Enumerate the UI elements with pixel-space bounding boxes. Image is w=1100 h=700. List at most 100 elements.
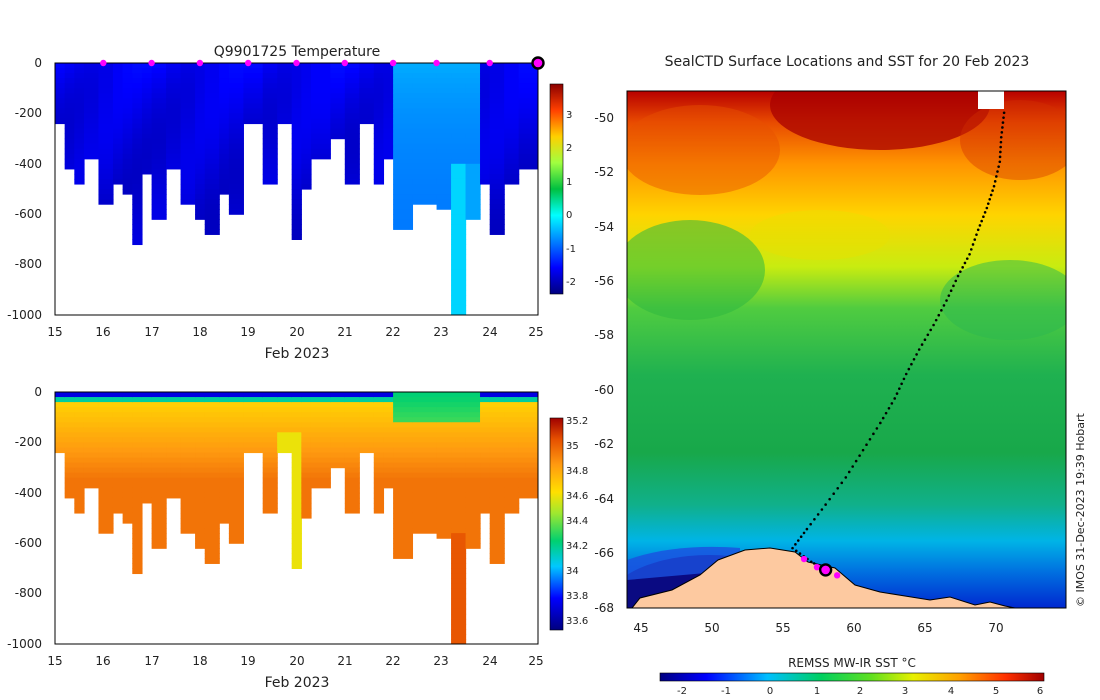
salinity-cell <box>132 447 143 454</box>
temperature-cell <box>359 108 375 114</box>
temperature-cell <box>436 83 452 89</box>
temperature-cell <box>344 168 360 175</box>
salinity-cell <box>373 487 385 494</box>
temperature-cell <box>243 98 264 104</box>
temperature-cell <box>112 133 124 140</box>
temperature-cell <box>330 103 346 109</box>
salinity-cell <box>132 518 143 524</box>
temperature-cell <box>412 158 438 165</box>
temperature-cell <box>219 128 230 135</box>
salinity-cell <box>219 397 230 403</box>
sal-xtick: 16 <box>95 654 110 668</box>
temperature-cell <box>393 148 414 155</box>
salinity-cell <box>219 422 230 428</box>
salinity-cell <box>83 432 100 438</box>
temperature-cell <box>451 98 467 104</box>
salinity-cell <box>55 447 66 454</box>
temperature-cell <box>465 108 481 114</box>
temperature-cell <box>74 158 85 165</box>
temperature-cell <box>122 63 133 69</box>
temperature-cell <box>204 173 220 180</box>
salinity-cell <box>383 452 394 459</box>
temperature-cell <box>489 199 505 205</box>
salinity-cell <box>83 417 100 423</box>
salinity-cell <box>228 397 244 403</box>
salinity-cell <box>195 533 206 539</box>
temperature-cell <box>122 128 133 135</box>
salinity-cell <box>291 492 302 499</box>
temperature-cell <box>344 153 360 160</box>
temperature-cell <box>74 108 85 114</box>
salinity-cell <box>480 397 491 403</box>
temperature-cell <box>180 148 196 155</box>
temperature-cell <box>330 88 346 94</box>
salinity-cell <box>195 543 206 549</box>
temperature-cell <box>277 88 293 94</box>
track-point <box>973 238 977 241</box>
temperature-cell <box>98 113 114 120</box>
temperature-cell <box>436 63 452 69</box>
salinity-cell <box>204 417 220 423</box>
temperature-cell <box>489 138 505 145</box>
temperature-cell <box>112 163 124 170</box>
temperature-cell <box>166 128 182 135</box>
temperature-cell <box>122 78 133 84</box>
temperature-cell <box>504 88 520 94</box>
salinity-cell <box>262 407 278 413</box>
temperature-cell <box>480 173 491 180</box>
track-point <box>947 294 951 297</box>
temperature-cell <box>219 73 230 79</box>
salinity-cell <box>64 417 75 423</box>
temperature-cell <box>412 118 438 125</box>
temperature-cell <box>74 133 85 140</box>
track-point <box>1001 121 1005 124</box>
salinity-cell <box>74 462 85 469</box>
temperature-cell <box>436 183 452 190</box>
sal-xtick: 24 <box>482 654 497 668</box>
temperature-cell <box>412 153 438 160</box>
map-profile-marker <box>813 563 821 571</box>
salinity-cell <box>228 472 244 479</box>
temperature-cell <box>204 153 220 160</box>
profile-marker <box>293 59 300 67</box>
salinity-cell <box>489 492 505 499</box>
profile-marker <box>389 59 397 67</box>
temperature-cell <box>228 183 244 190</box>
salinity-cell <box>489 402 505 408</box>
salinity-cell <box>330 447 346 454</box>
salinity-cell <box>180 417 196 423</box>
temperature-cell <box>219 88 230 94</box>
salinity-cell <box>480 392 491 398</box>
salinity-cell <box>166 452 182 459</box>
temperature-cell <box>228 138 244 145</box>
temperature-cell <box>262 158 278 165</box>
salinity-cell <box>243 422 264 428</box>
salinity-cell <box>436 432 452 438</box>
salinity-cell <box>451 548 467 554</box>
salinity-cell <box>344 442 360 449</box>
salinity-cell <box>383 437 394 443</box>
salinity-cell <box>132 462 143 469</box>
track-point <box>993 180 997 183</box>
temperature-cell <box>373 143 385 150</box>
salinity-cell <box>74 487 85 494</box>
temperature-cell <box>291 234 302 240</box>
salinity-cell <box>219 452 230 459</box>
temperature-cell <box>451 254 467 261</box>
temperature-cell <box>291 173 302 180</box>
salinity-cell <box>180 482 196 489</box>
salinity-cell <box>64 447 75 454</box>
salinity-cell <box>243 427 264 433</box>
salinity-cell <box>393 543 414 549</box>
temperature-cell <box>219 118 230 125</box>
sal-cbtick: 34.6 <box>566 491 588 502</box>
salinity-cell <box>393 507 414 514</box>
temperature-cell <box>518 138 538 145</box>
salinity-cell <box>166 462 182 469</box>
temperature-cell <box>204 128 220 135</box>
temperature-cell <box>301 98 312 104</box>
temperature-cell <box>330 83 346 89</box>
temperature-cell <box>373 63 385 69</box>
salinity-cell <box>64 412 75 418</box>
temperature-cell <box>180 123 196 130</box>
